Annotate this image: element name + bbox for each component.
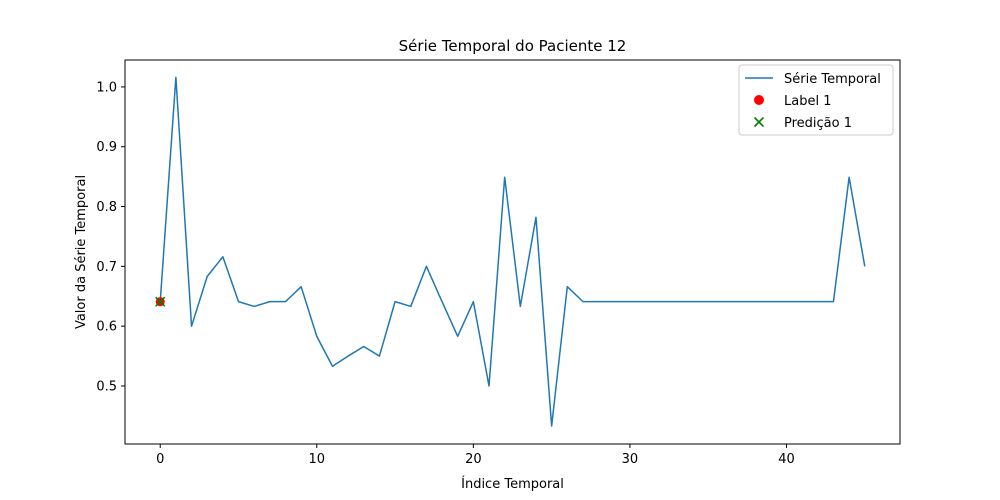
x-tick-label: 30 [622,452,639,467]
y-tick-label: 0.8 [96,200,117,215]
y-tick-label: 0.9 [96,140,117,155]
prediction-point [155,296,166,307]
x-tick-label: 10 [309,452,326,467]
legend-label-predicao: Predição 1 [784,116,852,131]
legend-label-label: Label 1 [784,94,831,109]
legend-box [738,64,894,136]
series-line-serie-temporal [159,76,866,427]
y-tick-label: 0.5 [96,379,117,394]
chart-title: Série Temporal do Paciente 12 [399,37,627,55]
y-tick-label: 1.0 [96,80,117,95]
legend-circle-marker [754,95,764,105]
x-tick-label: 40 [778,452,795,467]
plot-frame [124,59,901,445]
legend-x-marker [753,116,765,128]
y-axis-label: Valor da Série Temporal [74,175,89,329]
x-tick-label: 0 [156,452,164,467]
legend: Série Temporal Label 1 Predição 1 [738,64,894,136]
x-tick-label: 20 [465,452,482,467]
x-axis-label: Índice Temporal [461,476,564,492]
legend-label-serie: Série Temporal [784,72,881,87]
y-tick-label: 0.7 [96,260,117,275]
y-tick-label: 0.6 [96,320,117,335]
